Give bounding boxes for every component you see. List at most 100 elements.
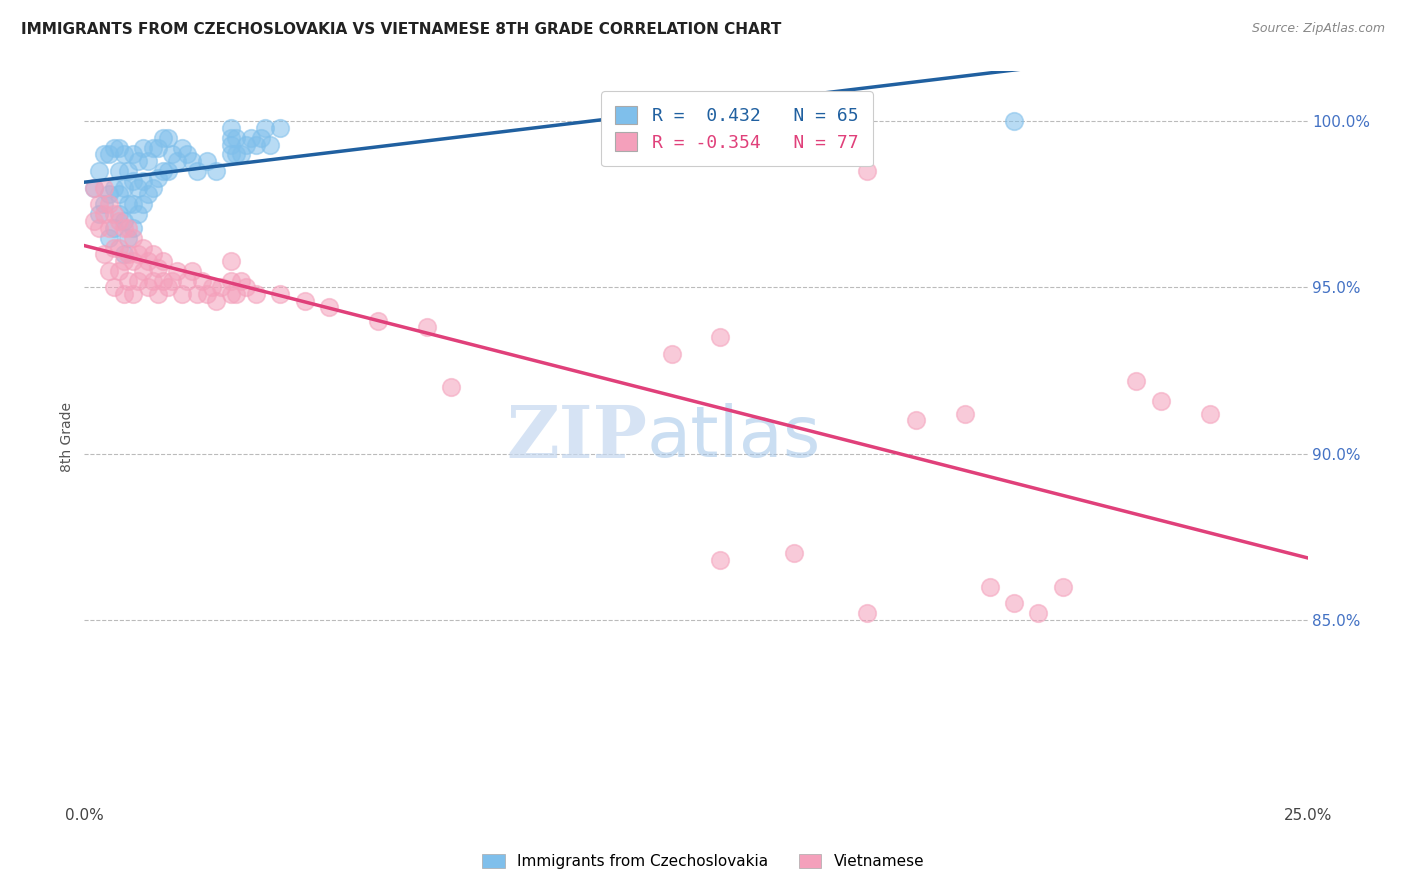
Point [979,580,1001,594]
Point [219,147,242,161]
Point [186,287,208,301]
Point [259,137,281,152]
Point [97,230,120,244]
Point [103,141,125,155]
Point [225,147,247,161]
Point [107,214,129,228]
Point [122,287,145,301]
Point [152,253,174,268]
Point [112,147,135,161]
Point [229,147,252,161]
Point [112,247,135,261]
Point [117,274,139,288]
Point [103,207,125,221]
Legend: Immigrants from Czechoslovakia, Vietnamese: Immigrants from Czechoslovakia, Vietname… [475,848,931,875]
Point [142,180,165,194]
Point [83,180,105,194]
Point [93,207,115,221]
Point [107,241,129,255]
Point [93,180,115,194]
Point [112,253,135,268]
Point [142,274,165,288]
Text: ZIP: ZIP [506,401,647,473]
Point [191,274,214,288]
Point [166,264,188,278]
Point [269,120,291,135]
Point [181,154,204,169]
Point [146,287,169,301]
Point [249,131,271,145]
Point [219,137,242,152]
Point [107,264,129,278]
Point [661,347,683,361]
Point [122,230,145,244]
Point [142,247,165,261]
Point [127,274,149,288]
Point [186,164,208,178]
Point [112,220,135,235]
Point [709,330,731,344]
Point [1002,114,1025,128]
Point [225,131,247,145]
Point [905,413,928,427]
Point [1002,596,1025,610]
Point [1125,374,1147,388]
Point [136,187,159,202]
Text: Source: ZipAtlas.com: Source: ZipAtlas.com [1251,22,1385,36]
Point [132,241,155,255]
Point [87,197,110,211]
Point [200,280,222,294]
Point [181,264,204,278]
Point [152,164,174,178]
Point [127,180,149,194]
Point [162,147,184,161]
Point [97,220,120,235]
Point [172,287,194,301]
Point [146,141,169,155]
Point [209,280,232,294]
Point [235,137,257,152]
Point [132,141,155,155]
Point [87,207,110,221]
Point [156,280,179,294]
Point [195,154,218,169]
Point [132,197,155,211]
Point [156,164,179,178]
Point [205,293,228,308]
Point [136,280,159,294]
Point [87,220,110,235]
Point [103,180,125,194]
Point [440,380,463,394]
Point [1198,407,1220,421]
Point [107,187,129,202]
Point [127,247,149,261]
Point [219,120,242,135]
Point [112,214,135,228]
Point [219,274,242,288]
Point [117,247,139,261]
Point [219,131,242,145]
Point [103,280,125,294]
Point [122,197,145,211]
Text: IMMIGRANTS FROM CZECHOSLOVAKIA VS VIETNAMESE 8TH GRADE CORRELATION CHART: IMMIGRANTS FROM CZECHOSLOVAKIA VS VIETNA… [21,22,782,37]
Point [132,264,155,278]
Point [122,220,145,235]
Point [93,147,115,161]
Point [127,207,149,221]
Point [152,131,174,145]
Point [245,137,267,152]
Point [235,280,257,294]
Point [93,247,115,261]
Point [97,264,120,278]
Point [122,253,145,268]
Point [97,197,120,211]
Point [254,120,277,135]
Point [294,293,316,308]
Point [709,553,731,567]
Point [856,607,879,621]
Point [176,274,198,288]
Point [195,287,218,301]
Point [172,141,194,155]
Point [225,287,247,301]
Point [83,180,105,194]
